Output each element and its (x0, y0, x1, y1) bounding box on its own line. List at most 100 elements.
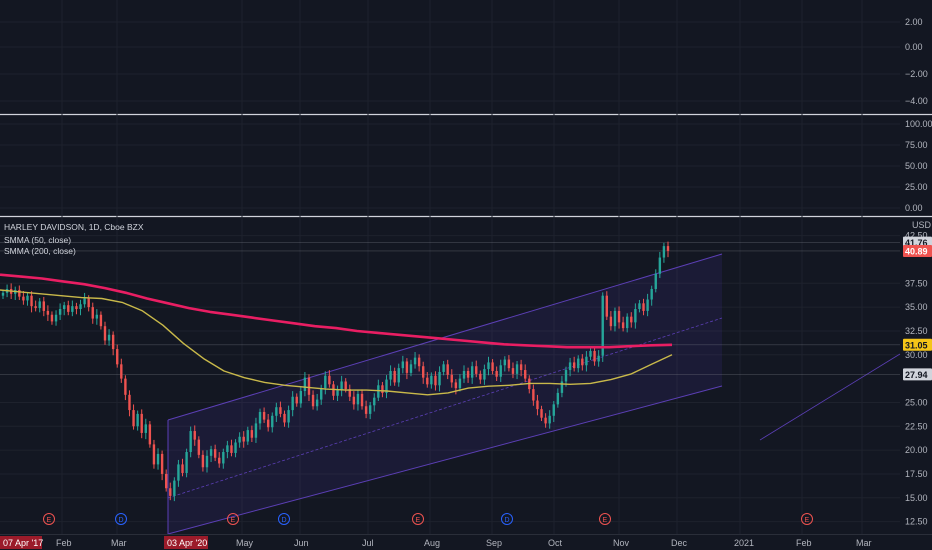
candle-body (475, 366, 478, 374)
event-letter: D (505, 517, 510, 524)
candle-body (642, 303, 645, 311)
x-tick-label: Sep (486, 538, 502, 548)
candle-body (169, 488, 172, 496)
candle-body (491, 362, 494, 371)
candle-body (662, 246, 666, 258)
price-label: 41.76 (905, 238, 928, 248)
candle-body (409, 364, 413, 373)
legend-smma50[interactable]: SMMA (50, close) (4, 235, 72, 245)
candle-body (320, 388, 323, 400)
candle-body (83, 298, 86, 305)
candle-body (413, 357, 417, 365)
candle-body (193, 431, 196, 440)
candle-body (99, 314, 103, 327)
event-letter: E (231, 517, 236, 524)
x-tick-label: Jul (362, 538, 374, 548)
candle-body (617, 310, 621, 323)
legend-smma200[interactable]: SMMA (200, close) (4, 246, 76, 256)
candle-body (156, 453, 160, 465)
y-tick-label: 42.50 (905, 231, 928, 241)
candle-body (1, 292, 5, 296)
candle-body (222, 452, 225, 464)
candle-body (597, 355, 600, 362)
event-letter: E (603, 517, 608, 524)
candle-body (560, 381, 564, 393)
candle-body (556, 392, 560, 405)
candle-body (103, 326, 107, 341)
event-letter: E (416, 517, 421, 524)
candle-body (621, 322, 625, 329)
candle-body (585, 356, 588, 366)
event-marker (278, 513, 290, 525)
candle-body (91, 307, 94, 319)
candle-body (503, 359, 507, 366)
candle-body (572, 362, 576, 369)
event-marker (43, 513, 55, 525)
candle-body (536, 400, 539, 410)
candle-body (18, 289, 21, 297)
candle-body (132, 410, 135, 427)
candle-body (524, 370, 527, 379)
y-tick-label: 2.00 (905, 17, 923, 27)
candle-body (42, 301, 45, 311)
channel-fill (168, 254, 722, 534)
candle-body (360, 393, 364, 407)
trend-line (759, 353, 901, 441)
y-tick-label: 50.00 (905, 161, 928, 171)
y-tick-label: 100.00 (905, 119, 932, 129)
candle-body (422, 366, 425, 378)
x-tick-label: Nov (613, 538, 630, 548)
x-tick-label: Mar (111, 538, 127, 548)
candle-body (483, 369, 486, 380)
candle-body (658, 257, 662, 274)
candle-body (344, 381, 347, 390)
candle-body (638, 303, 641, 310)
candle-body (205, 455, 209, 468)
candle-body (148, 424, 152, 445)
candle-body (209, 449, 213, 456)
candle-body (540, 409, 543, 418)
candle-body (271, 415, 274, 428)
price-label-box (903, 338, 932, 351)
candle-body (181, 464, 184, 473)
event-marker (227, 513, 239, 525)
candle-body (397, 368, 400, 383)
candle-body (262, 411, 266, 420)
candle-body (324, 375, 327, 389)
candle-body (532, 389, 535, 401)
event-letter: D (119, 517, 124, 524)
candle-body (67, 305, 70, 312)
candle-body (442, 364, 445, 372)
candle-body (385, 379, 388, 393)
candle-body (315, 399, 319, 407)
candle-body (79, 304, 82, 310)
y-tick-label: 22.50 (905, 421, 928, 431)
candle-body (291, 396, 294, 411)
candle-body (609, 316, 613, 327)
candle-body (46, 310, 50, 315)
candle-body (666, 246, 670, 251)
legend-symbol[interactable]: HARLEY DAVIDSON, 1D, Cboe BZX (4, 222, 144, 232)
candle-body (552, 404, 555, 416)
candle-body (152, 444, 156, 465)
candle-body (544, 417, 547, 424)
candle-body (634, 309, 637, 323)
y-tick-label: 0.00 (905, 42, 923, 52)
x-tick-label: Feb (796, 538, 812, 548)
candle-body (136, 413, 139, 427)
event-marker (412, 513, 424, 525)
candle-body (246, 430, 249, 442)
candle-body (234, 442, 237, 453)
candle-body (58, 309, 62, 315)
candle-body (446, 364, 449, 375)
candle-body (368, 405, 372, 414)
candle-body (311, 394, 315, 407)
candle-body (160, 453, 164, 474)
channel-upper-line (167, 253, 723, 421)
candle-body (95, 314, 99, 319)
candle-body (438, 371, 441, 386)
candle-body (173, 480, 176, 496)
candle-body (568, 362, 572, 371)
